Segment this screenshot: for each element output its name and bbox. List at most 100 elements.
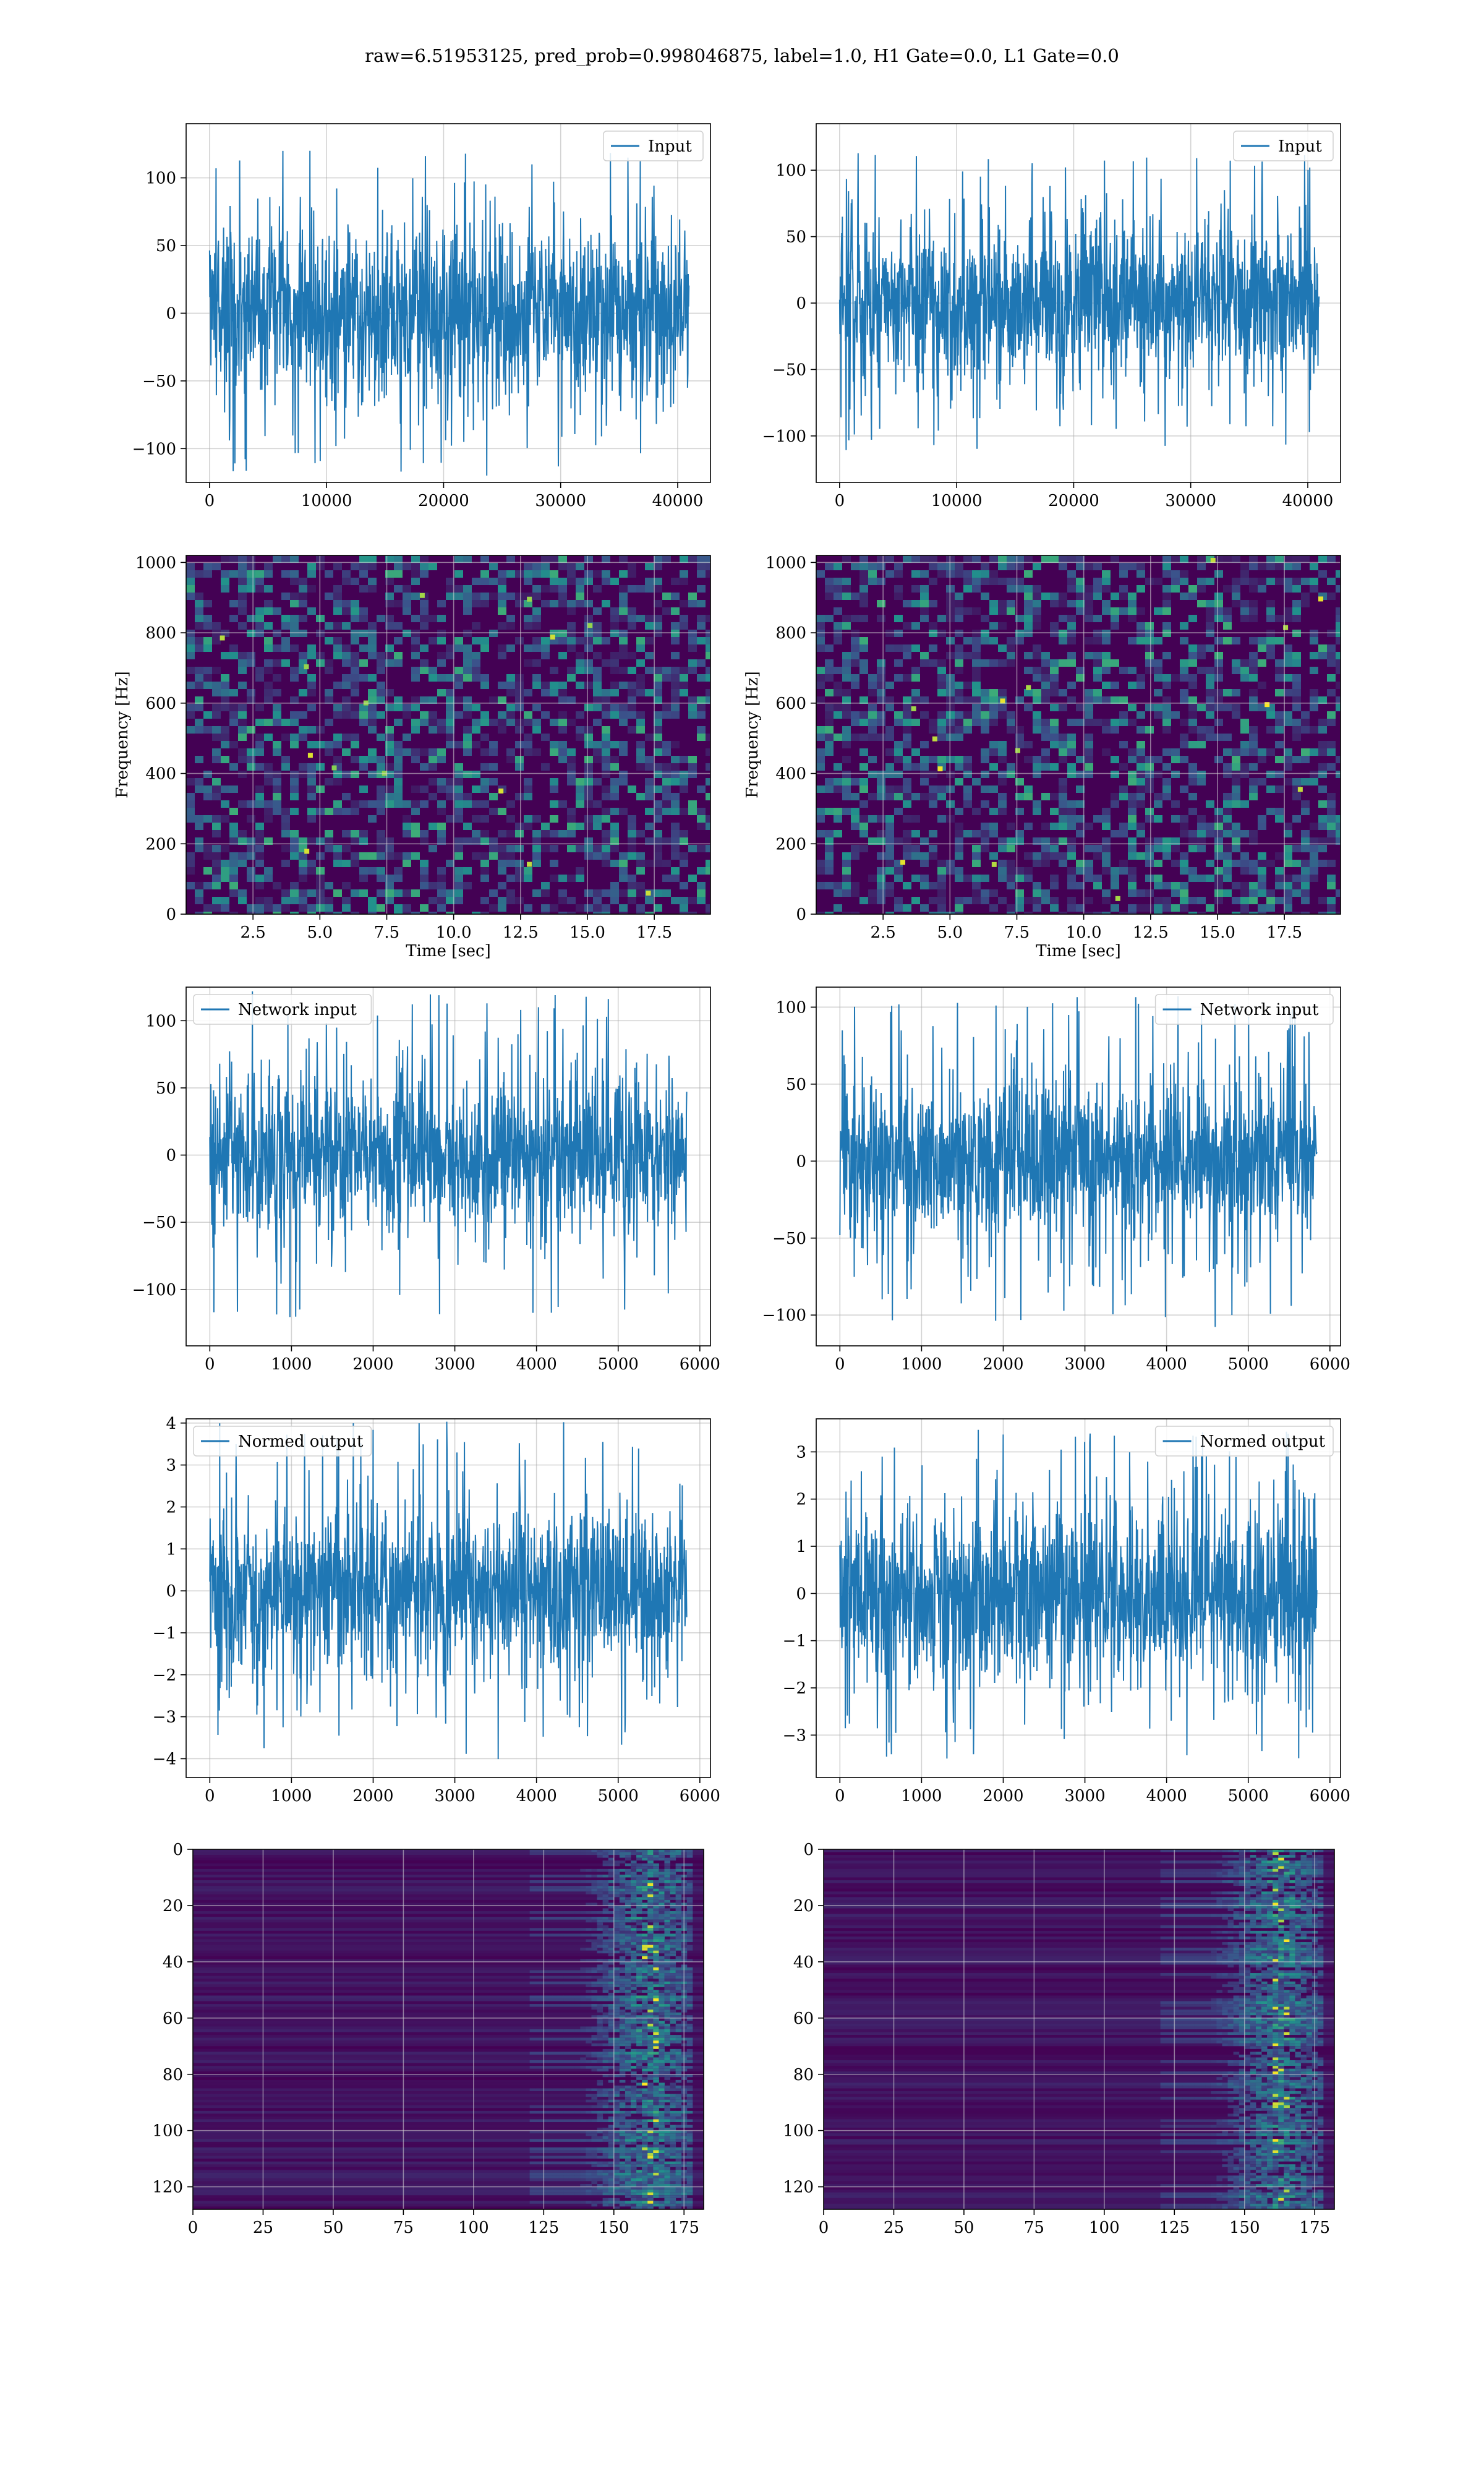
heat-cell xyxy=(1197,823,1206,830)
heat-cell xyxy=(877,555,885,563)
heat-cell xyxy=(647,1908,654,1912)
heat-cell xyxy=(307,889,316,897)
heat-cell xyxy=(998,607,1007,615)
heat-cell xyxy=(498,585,506,593)
heat-cell xyxy=(664,2032,671,2035)
heat-cell xyxy=(642,1857,648,1861)
heat-cell xyxy=(903,785,911,793)
heat-cell xyxy=(1232,860,1240,867)
heat-cell xyxy=(625,2066,631,2069)
heat-cell xyxy=(1128,904,1136,912)
heat-cell xyxy=(597,1911,603,1914)
heat-cell xyxy=(653,1984,659,1988)
heat-cell xyxy=(608,2091,615,2094)
heat-cell xyxy=(489,778,498,785)
heat-cell xyxy=(1223,860,1232,867)
heat-cell xyxy=(1292,652,1301,659)
heat-cell xyxy=(625,1903,631,1906)
heat-cell xyxy=(989,852,998,860)
heat-cell xyxy=(1258,682,1266,689)
heat-row xyxy=(193,1903,704,1906)
heat-cell xyxy=(636,1886,642,1889)
heat-cell xyxy=(597,1933,603,1937)
heat-cell xyxy=(686,1852,693,1856)
heat-cell xyxy=(816,867,825,875)
heat-cell xyxy=(385,889,394,897)
heat-cell xyxy=(535,1970,542,1974)
heat-cell xyxy=(642,1863,648,1867)
heat-cell xyxy=(903,815,911,823)
heat-cell xyxy=(636,2006,642,2010)
heat-cell xyxy=(515,689,524,696)
heat-cell xyxy=(680,785,688,793)
heat-cell xyxy=(670,2001,676,2005)
heat-cell xyxy=(1258,867,1266,875)
heat-cell xyxy=(437,637,446,644)
heat-cell xyxy=(610,897,619,904)
heat-cell xyxy=(636,1863,642,1867)
heat-cell xyxy=(608,1979,615,1982)
heat-cell xyxy=(613,1945,620,1948)
heat-cell xyxy=(816,637,825,644)
heat-cell xyxy=(1136,570,1145,578)
x-tick-label: 7.5 xyxy=(374,923,399,942)
heat-cell xyxy=(446,778,454,785)
heat-cell xyxy=(654,741,662,748)
heat-cell xyxy=(472,674,480,682)
heat-cell xyxy=(1188,711,1197,719)
heat-cell xyxy=(686,2097,693,2100)
heat-cell xyxy=(552,2088,558,2092)
heat-cell xyxy=(1128,889,1136,897)
heat-cell xyxy=(394,875,403,882)
heat-cell xyxy=(894,593,903,600)
heat-cell xyxy=(1102,748,1111,756)
heat-cell xyxy=(203,622,212,630)
heat-cell xyxy=(653,1933,659,1937)
heat-cell xyxy=(580,2026,586,2030)
heat-cell xyxy=(238,756,247,763)
heat-cell xyxy=(1059,689,1067,696)
heat-cell xyxy=(851,644,859,652)
heat-cell xyxy=(842,615,851,622)
heat-cell xyxy=(1223,555,1232,563)
heat-cell xyxy=(619,1894,626,1898)
heat-cell xyxy=(670,1964,676,1968)
heat-cell xyxy=(662,704,671,711)
x-tick-label: 40000 xyxy=(652,492,704,510)
heat-cell xyxy=(671,763,680,771)
heat-cell xyxy=(563,1886,569,1889)
heat-cell xyxy=(586,1967,592,1971)
heat-cell xyxy=(472,652,480,659)
heat-cell xyxy=(659,1936,665,1940)
heat-cell xyxy=(989,704,998,711)
heat-cell xyxy=(610,756,619,763)
heat-cell xyxy=(1275,667,1284,674)
heat-cell xyxy=(625,1984,631,1988)
heat-cell xyxy=(645,785,654,793)
heat-cell xyxy=(670,2066,676,2069)
heat-cell xyxy=(894,771,903,778)
heat-cell xyxy=(1076,756,1085,763)
heat-cell xyxy=(1076,771,1085,778)
heat-cell xyxy=(264,637,273,644)
heat-cell xyxy=(591,2099,598,2103)
heat-cell xyxy=(368,630,377,637)
heat-cell xyxy=(385,785,394,793)
heat-cell xyxy=(991,862,997,867)
heat-cell xyxy=(675,2060,682,2063)
heat-cell xyxy=(1249,830,1258,837)
heat-cell xyxy=(1041,860,1050,867)
heat-cell xyxy=(574,1911,581,1914)
heat-cell xyxy=(686,1905,693,1909)
heat-cell xyxy=(307,912,316,914)
heat-cell xyxy=(816,912,825,914)
legend-frame xyxy=(193,1426,372,1457)
heat-cell xyxy=(675,2079,682,2083)
heat-cell xyxy=(955,682,963,689)
heat-cell xyxy=(593,778,602,785)
heat-row xyxy=(193,1922,704,1926)
heat-cell xyxy=(1162,704,1171,711)
heat-cell xyxy=(602,852,610,860)
heat-cell xyxy=(1059,837,1067,845)
heat-row xyxy=(193,1945,704,1948)
